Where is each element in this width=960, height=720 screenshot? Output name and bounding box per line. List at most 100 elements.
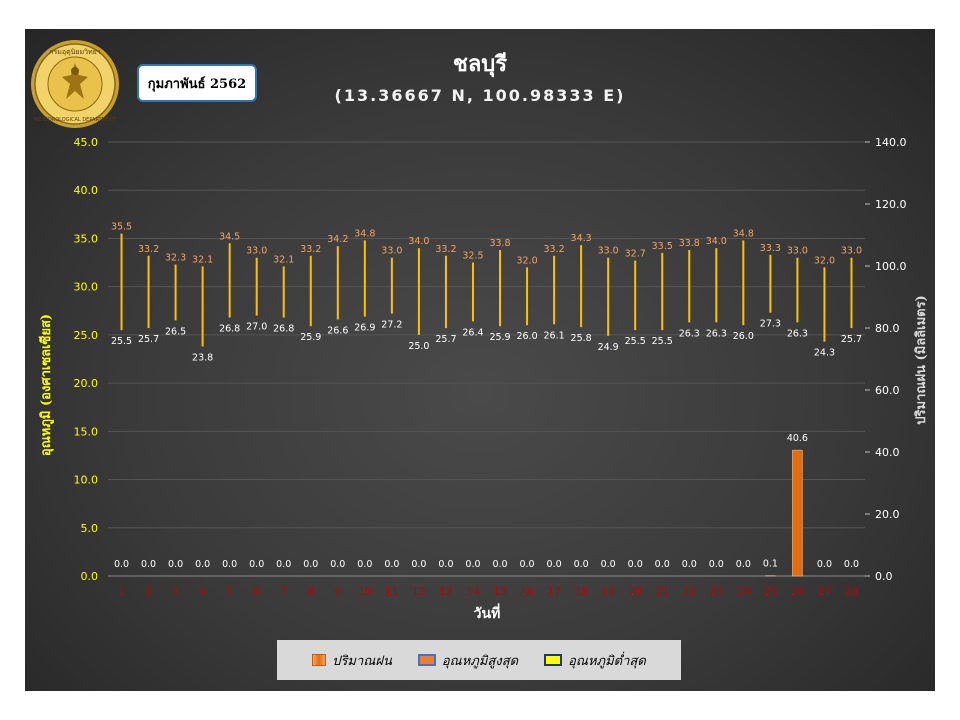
rain-label: 0.0 [114,559,129,570]
x-tick-label: 7 [280,585,287,598]
rain-label: 40.6 [787,433,808,444]
rain-label: 0.0 [438,559,453,570]
x-tick-label: 24 [736,585,750,598]
y2-tick-label: 100.0 [875,260,907,273]
max-temp-label: 32.0 [516,255,537,266]
chart-subtitle: (13.36667 N, 100.98333 E) [334,86,626,105]
max-temp-label: 32.3 [165,252,186,263]
min-temp-label: 24.3 [814,348,835,359]
y-tick-label: 35.0 [74,232,99,245]
x-tick-label: 25 [763,585,777,598]
rain-label: 0.0 [222,559,237,570]
max-temp-label: 34.0 [408,236,429,247]
max-temp-label: 33.2 [138,244,159,255]
rain-label: 0.0 [168,559,183,570]
max-temp-label: 33.3 [760,243,781,254]
max-temp-label: 35.5 [111,222,132,233]
min-temp-label: 25.9 [300,332,321,343]
max-temp-label: 33.2 [435,244,456,255]
min-temp-label: 26.4 [462,327,483,338]
rain-label: 0.0 [574,559,589,570]
x-tick-label: 19 [601,585,615,598]
max-temp-label: 34.8 [354,228,375,239]
x-tick-label: 21 [655,585,669,598]
max-temp-label: 33.2 [300,244,321,255]
min-temp-label: 25.5 [111,336,132,347]
x-tick-label: 23 [709,585,723,598]
y-tick-label: 10.0 [74,474,99,487]
x-tick-label: 28 [844,585,858,598]
x-tick-label: 14 [466,585,480,598]
min-temp-label: 25.0 [408,341,429,352]
x-tick-label: 1 [118,585,125,598]
x-tick-label: 11 [385,585,399,598]
rain-label: 0.0 [141,559,156,570]
x-axis-title: วันที่ [474,603,501,622]
rain-label: 0.0 [628,559,643,570]
min-temp-label: 24.9 [598,342,619,353]
legend-label-rain: ปริมาณฝน [332,653,392,669]
max-temp-label: 34.8 [733,228,754,239]
legend-item-max: อุณหภูมิสูงสุด [417,650,518,671]
max-temp-label: 33.5 [652,241,673,252]
rain-label: 0.0 [195,559,210,570]
rain-label: 0.0 [276,559,291,570]
x-tick-label: 4 [199,585,206,598]
legend-swatch-rain [312,654,327,666]
legend-label-min: อุณหภูมิต่ำสุด [568,653,646,669]
y-tick-label: 40.0 [74,184,99,197]
legend-swatch-max [417,654,436,666]
x-tick-label: 9 [334,585,341,598]
y-tick-label: 20.0 [74,377,99,390]
min-temp-label: 25.5 [625,336,646,347]
min-temp-label: 26.9 [354,323,375,334]
y2-axis-title: ปริมาณฝน (มิลลิเมตร) [914,295,929,424]
max-temp-label: 32.5 [462,251,483,262]
x-tick-label: 10 [358,585,372,598]
y2-tick-label: 20.0 [875,508,900,521]
x-tick-label: 27 [817,585,831,598]
rain-label: 0.0 [601,559,616,570]
chart-background [25,29,935,691]
min-temp-label: 27.0 [246,322,267,333]
min-temp-label: 26.1 [544,330,565,341]
min-temp-label: 25.7 [435,334,456,345]
legend-swatch-min [544,654,563,666]
y-tick-label: 30.0 [74,281,99,294]
y2-tick-label: 120.0 [875,198,907,211]
rain-label: 0.0 [492,559,507,570]
x-tick-label: 22 [682,585,696,598]
x-tick-label: 2 [145,585,152,598]
max-temp-label: 33.0 [841,246,862,257]
min-temp-label: 25.7 [841,334,862,345]
min-temp-label: 26.0 [516,331,537,342]
max-temp-label: 32.1 [273,254,294,265]
min-temp-label: 26.8 [219,324,240,335]
y-tick-label: 15.0 [74,425,99,438]
min-temp-label: 23.8 [192,352,213,363]
min-temp-label: 26.0 [733,331,754,342]
y2-tick-label: 40.0 [875,446,900,459]
x-tick-label: 5 [226,585,233,598]
min-temp-label: 25.9 [489,332,510,343]
x-tick-label: 12 [412,585,426,598]
min-temp-label: 25.5 [652,336,673,347]
rain-label: 0.0 [330,559,345,570]
max-temp-label: 34.3 [571,233,592,244]
y2-tick-label: 80.0 [875,322,900,335]
legend-item-rain: ปริมาณฝน [312,650,392,671]
min-temp-label: 27.2 [381,320,402,331]
rain-label: 0.1 [763,559,778,570]
x-tick-label: 3 [172,585,179,598]
logo-text-top: กรมอุตุนิยมวิทยา [49,48,101,56]
max-temp-label: 34.2 [327,234,348,245]
x-tick-label: 18 [574,585,588,598]
legend-item-min: อุณหภูมิต่ำสุด [544,650,646,671]
y-axis-title: อุณหภูมิ (องศาเซลเซียส) [38,314,54,456]
min-temp-label: 26.3 [706,328,727,339]
rain-label: 0.0 [519,559,534,570]
chart-legend: ปริมาณฝน อุณหภูมิสูงสุด อุณหภูมิต่ำสุด [277,640,681,680]
x-tick-label: 26 [790,585,804,598]
x-tick-label: 15 [493,585,507,598]
